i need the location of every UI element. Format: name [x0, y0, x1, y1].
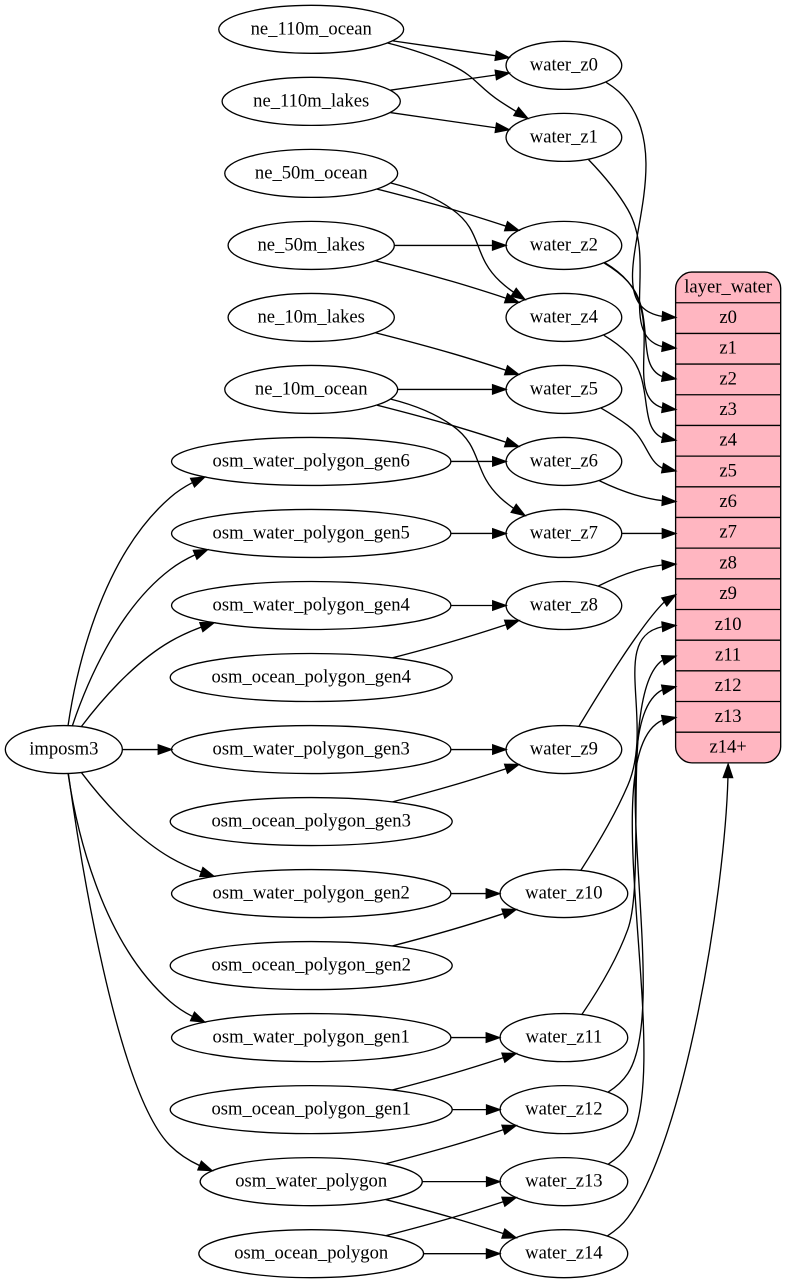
svg-text:imposm3: imposm3	[29, 738, 98, 759]
svg-text:osm_water_polygon_gen5: osm_water_polygon_gen5	[213, 522, 410, 543]
svg-text:osm_water_polygon_gen6: osm_water_polygon_gen6	[213, 450, 410, 471]
svg-text:ne_50m_lakes: ne_50m_lakes	[257, 234, 364, 255]
svg-text:water_z8: water_z8	[530, 594, 598, 615]
svg-text:z3: z3	[719, 399, 737, 420]
svg-text:water_z2: water_z2	[530, 234, 598, 255]
svg-text:z4: z4	[719, 430, 737, 451]
svg-text:z14+: z14+	[709, 736, 746, 757]
svg-text:osm_water_polygon_gen2: osm_water_polygon_gen2	[213, 882, 410, 903]
svg-text:ne_50m_ocean: ne_50m_ocean	[255, 162, 368, 183]
svg-text:water_z6: water_z6	[530, 450, 598, 471]
svg-text:water_z0: water_z0	[530, 54, 598, 75]
svg-text:osm_ocean_polygon_gen1: osm_ocean_polygon_gen1	[212, 1099, 411, 1120]
svg-text:z1: z1	[719, 338, 737, 359]
svg-text:osm_ocean_polygon_gen4: osm_ocean_polygon_gen4	[212, 666, 412, 687]
svg-text:water_z5: water_z5	[530, 378, 598, 399]
svg-text:water_z12: water_z12	[525, 1099, 602, 1120]
svg-text:osm_water_polygon_gen3: osm_water_polygon_gen3	[213, 738, 410, 759]
svg-text:water_z11: water_z11	[526, 1027, 603, 1048]
svg-text:water_z1: water_z1	[530, 126, 598, 147]
svg-text:z7: z7	[719, 522, 737, 543]
svg-text:osm_water_polygon: osm_water_polygon	[235, 1171, 388, 1192]
svg-text:osm_water_polygon_gen1: osm_water_polygon_gen1	[213, 1027, 410, 1048]
svg-text:z10: z10	[715, 614, 742, 635]
svg-text:z12: z12	[715, 675, 742, 696]
svg-text:water_z9: water_z9	[530, 738, 598, 759]
svg-text:osm_ocean_polygon_gen2: osm_ocean_polygon_gen2	[212, 954, 411, 975]
svg-text:ne_110m_ocean: ne_110m_ocean	[251, 18, 373, 39]
svg-text:z13: z13	[715, 706, 742, 727]
svg-text:z8: z8	[719, 552, 737, 573]
svg-text:osm_water_polygon_gen4: osm_water_polygon_gen4	[213, 594, 411, 615]
svg-text:layer_water: layer_water	[684, 276, 773, 297]
svg-text:z5: z5	[719, 460, 737, 481]
svg-text:water_z13: water_z13	[525, 1171, 602, 1192]
svg-text:water_z7: water_z7	[530, 522, 598, 543]
svg-text:osm_ocean_polygon_gen3: osm_ocean_polygon_gen3	[212, 810, 411, 831]
svg-text:z0: z0	[719, 307, 737, 328]
svg-text:z6: z6	[719, 491, 737, 512]
svg-text:z9: z9	[719, 583, 737, 604]
svg-text:water_z14: water_z14	[525, 1243, 603, 1264]
svg-text:osm_ocean_polygon: osm_ocean_polygon	[234, 1243, 389, 1264]
svg-text:z11: z11	[715, 644, 741, 665]
svg-text:z2: z2	[719, 368, 737, 389]
svg-text:ne_110m_lakes: ne_110m_lakes	[253, 90, 369, 111]
svg-text:water_z4: water_z4	[530, 306, 599, 327]
svg-text:ne_10m_lakes: ne_10m_lakes	[257, 306, 364, 327]
svg-text:ne_10m_ocean: ne_10m_ocean	[255, 378, 368, 399]
svg-text:water_z10: water_z10	[525, 882, 602, 903]
